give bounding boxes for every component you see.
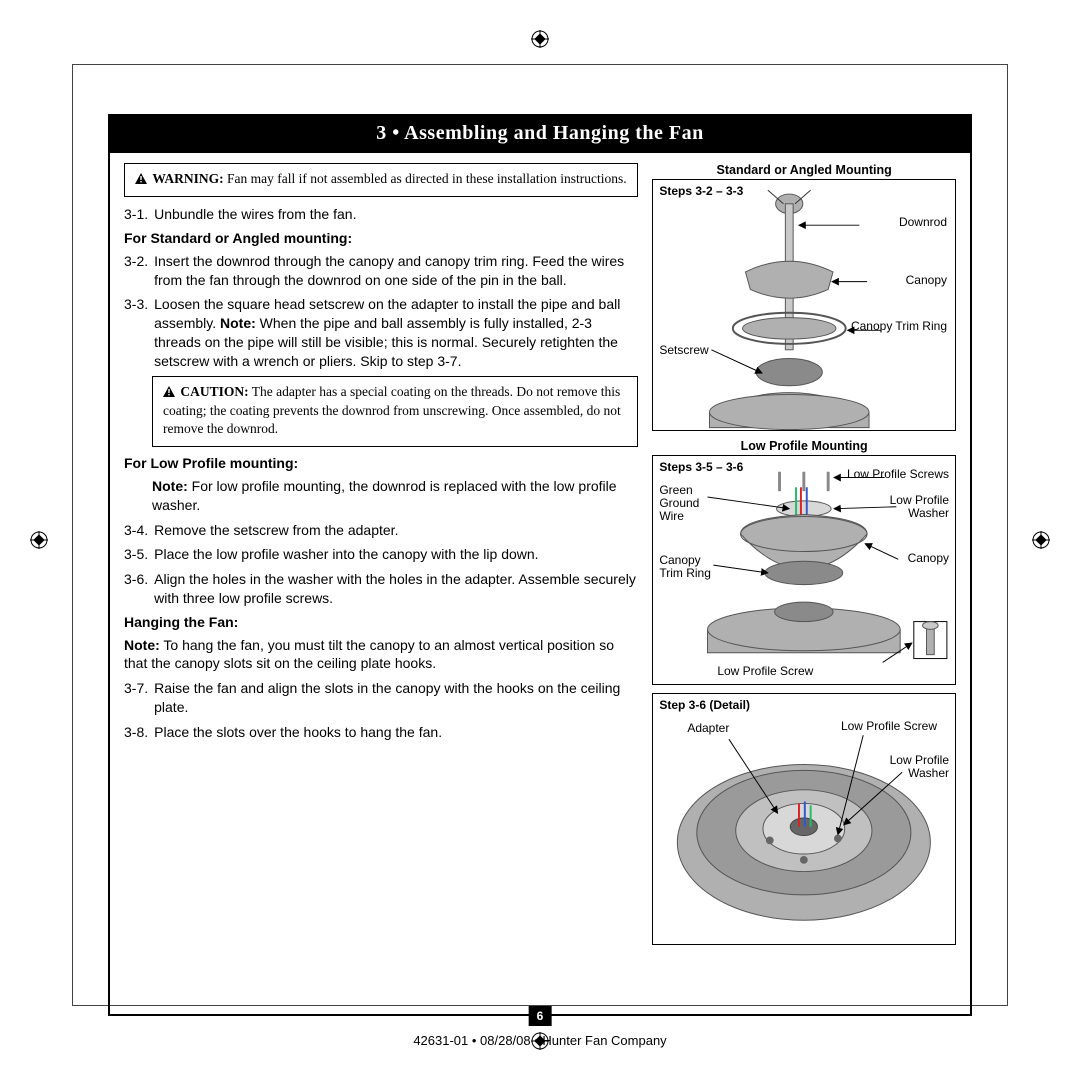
step-3-7: 3-7. Raise the fan and align the slots i… bbox=[124, 679, 638, 717]
page-border: 3 • Assembling and Hanging the Fan WARNI… bbox=[108, 114, 972, 1016]
fig2-box: Steps 3-5 – 3-6 bbox=[652, 455, 956, 685]
step-3-1: 3-1. Unbundle the wires from the fan. bbox=[124, 205, 638, 224]
step-3-3: 3-3. Loosen the square head setscrew on … bbox=[124, 295, 638, 370]
step-text: Remove the setscrew from the adapter. bbox=[154, 521, 638, 540]
fig3-lbl-lpwasher: Low Profile Washer bbox=[875, 754, 949, 780]
step-num: 3-8. bbox=[124, 723, 148, 742]
step-num: 3-3. bbox=[124, 295, 148, 370]
note-text: For low profile mounting, the downrod is… bbox=[152, 478, 617, 513]
step-num: 3-1. bbox=[124, 205, 148, 224]
lowprofile-note: Note: For low profile mounting, the down… bbox=[152, 477, 638, 515]
step-3-4: 3-4. Remove the setscrew from the adapte… bbox=[124, 521, 638, 540]
warning-text: Fan may fall if not assembled as directe… bbox=[227, 171, 627, 186]
registration-mark-right bbox=[1032, 531, 1050, 549]
step-num: 3-7. bbox=[124, 679, 148, 717]
fig2-lbl-lpscrews: Low Profile Screws bbox=[847, 468, 949, 481]
step-3-8: 3-8. Place the slots over the hooks to h… bbox=[124, 723, 638, 742]
step-text: Insert the downrod through the canopy an… bbox=[154, 252, 638, 290]
step-num: 3-2. bbox=[124, 252, 148, 290]
subhead-lowprofile: For Low Profile mounting: bbox=[124, 455, 638, 471]
fig2-lbl-lpwasher: Low Profile Washer bbox=[879, 494, 949, 520]
note-label: Note: bbox=[152, 478, 188, 494]
fig1-lbl-setscrew: Setscrew bbox=[659, 344, 708, 357]
fig2-steps: Steps 3-5 – 3-6 bbox=[659, 460, 743, 474]
fig1-lbl-downrod: Downrod bbox=[899, 216, 947, 229]
fig1-title: Standard or Angled Mounting bbox=[652, 163, 956, 177]
fig3-lbl-adapter: Adapter bbox=[687, 722, 729, 735]
subhead-standard: For Standard or Angled mounting: bbox=[124, 230, 638, 246]
step-text: Unbundle the wires from the fan. bbox=[154, 205, 638, 224]
figure-column: Standard or Angled Mounting Steps 3-2 – … bbox=[652, 163, 956, 953]
fig3-lbl-lpscrew: Low Profile Screw bbox=[841, 720, 937, 733]
note-label: Note: bbox=[124, 637, 160, 653]
registration-mark-top bbox=[531, 30, 549, 48]
step-text: Place the low profile washer into the ca… bbox=[154, 545, 638, 564]
step-num: 3-5. bbox=[124, 545, 148, 564]
fig2-lbl-green: Green Ground Wire bbox=[659, 484, 707, 524]
warning-label: WARNING: bbox=[152, 171, 223, 186]
fig1-steps: Steps 3-2 – 3-3 bbox=[659, 184, 743, 198]
page-number: 6 bbox=[529, 1006, 552, 1026]
fig1-lbl-trimring: Canopy Trim Ring bbox=[851, 320, 947, 333]
step-3-6: 3-6. Align the holes in the washer with … bbox=[124, 570, 638, 608]
warning-icon bbox=[135, 173, 147, 184]
step-text: Loosen the square head setscrew on the a… bbox=[154, 295, 638, 370]
registration-mark-left bbox=[30, 531, 48, 549]
step-num: 3-4. bbox=[124, 521, 148, 540]
caution-box: CAUTION: The adapter has a special coati… bbox=[152, 376, 638, 447]
step-text: Place the slots over the hooks to hang t… bbox=[154, 723, 638, 742]
step-text: Raise the fan and align the slots in the… bbox=[154, 679, 638, 717]
hang-note: Note: To hang the fan, you must tilt the… bbox=[124, 636, 638, 674]
step-text: Align the holes in the washer with the h… bbox=[154, 570, 638, 608]
instructions-column: WARNING: Fan may fall if not assembled a… bbox=[124, 163, 638, 953]
step-3-5: 3-5. Place the low profile washer into t… bbox=[124, 545, 638, 564]
fig2-lbl-trimring: Canopy Trim Ring bbox=[659, 554, 713, 580]
subhead-hanging: Hanging the Fan: bbox=[124, 614, 638, 630]
caution-label: CAUTION: bbox=[180, 384, 248, 399]
fig1-lbl-canopy: Canopy bbox=[906, 274, 947, 287]
warning-box: WARNING: Fan may fall if not assembled a… bbox=[124, 163, 638, 197]
fig3-box: Step 3-6 (Detail) bbox=[652, 693, 956, 945]
fig3-steps: Step 3-6 (Detail) bbox=[659, 698, 750, 712]
fig2-lbl-canopy: Canopy bbox=[908, 552, 949, 565]
fig2-title: Low Profile Mounting bbox=[652, 439, 956, 453]
fig2-lbl-lpscrew: Low Profile Screw bbox=[717, 665, 813, 678]
step-3-2: 3-2. Insert the downrod through the cano… bbox=[124, 252, 638, 290]
note-label: Note: bbox=[220, 315, 256, 331]
caution-icon bbox=[163, 386, 175, 397]
section-header: 3 • Assembling and Hanging the Fan bbox=[110, 116, 970, 153]
note-text: To hang the fan, you must tilt the canop… bbox=[124, 637, 614, 672]
fig1-box: Steps 3-2 – 3-3 bbox=[652, 179, 956, 431]
footer-text: 42631-01 • 08/28/08 • Hunter Fan Company bbox=[110, 1033, 970, 1048]
step-num: 3-6. bbox=[124, 570, 148, 608]
